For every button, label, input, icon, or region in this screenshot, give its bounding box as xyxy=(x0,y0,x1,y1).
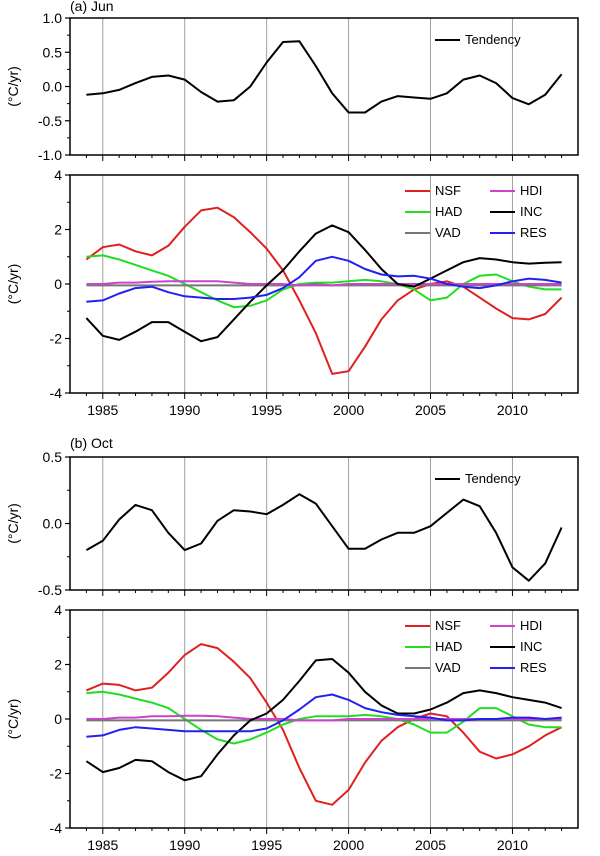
y-tick-label: 4 xyxy=(54,602,62,618)
y-axis-label: (°C/yr) xyxy=(5,503,21,544)
y-tick-label: -0.5 xyxy=(38,582,62,598)
legend-label: NSF xyxy=(435,618,461,633)
x-tick-label: 1990 xyxy=(169,402,200,418)
legend-label: VAD xyxy=(435,660,461,675)
panel-4: -4 -2 0 2 4 1985 1990 1995 2000 2005 2010 (°C/yr) NS… xyxy=(5,602,579,853)
panel-2: -4 -2 0 2 4 1985 1990 1995 2000 2005 2010 (°C/yr) NS… xyxy=(5,167,579,418)
x-tick-label: 1995 xyxy=(251,837,282,853)
x-tick-label: 1985 xyxy=(87,837,118,853)
panel-label: (a) Jun xyxy=(70,0,114,14)
series-line-inc xyxy=(85,224,562,343)
panel-label: (b) Oct xyxy=(70,435,113,451)
series-line-tendency xyxy=(85,493,563,582)
series-line-nsf xyxy=(86,643,563,806)
y-axis-label: (°C/yr) xyxy=(5,699,21,740)
y-tick-label: -4 xyxy=(50,385,63,401)
series-line-res xyxy=(86,255,562,303)
legend: NSF HDI HAD INC VAD RES xyxy=(405,618,547,675)
series-line-nsf xyxy=(85,206,563,375)
x-tick-label: 2005 xyxy=(415,402,446,418)
legend-label: VAD xyxy=(435,225,461,240)
legend-label: Tendency xyxy=(465,471,521,486)
legend-label: HAD xyxy=(435,639,462,654)
x-tick-label: 2005 xyxy=(415,837,446,853)
y-tick-label: -0.5 xyxy=(38,113,62,129)
y-tick-label: -1.0 xyxy=(38,147,62,163)
series-line-had xyxy=(86,254,562,309)
y-tick-label: 1.0 xyxy=(43,10,63,26)
y-tick-label: 0.5 xyxy=(43,449,63,465)
series-line-had xyxy=(86,690,562,745)
x-tick-label: 2010 xyxy=(497,837,528,853)
legend-label: RES xyxy=(520,660,547,675)
x-tick-label: 2000 xyxy=(333,402,364,418)
x-tick-label: 2000 xyxy=(333,837,364,853)
legend-label: INC xyxy=(520,639,542,654)
legend: Tendency xyxy=(435,32,521,47)
series-line-inc xyxy=(85,658,562,782)
legend: NSF HDI HAD INC VAD RES xyxy=(405,183,547,240)
y-tick-label: 0 xyxy=(54,711,62,727)
legend-label: HDI xyxy=(520,618,542,633)
y-tick-label: 0 xyxy=(54,276,62,292)
y-tick-label: 0.0 xyxy=(43,79,63,95)
x-tick-label: 2010 xyxy=(497,402,528,418)
panel-3: -0.5 0.0 0.5 (°C/yr) (b) Oct Tendency xyxy=(5,435,579,598)
legend-label: NSF xyxy=(435,183,461,198)
legend-label: HAD xyxy=(435,204,462,219)
x-tick-label: 1985 xyxy=(87,402,118,418)
y-tick-label: 0.0 xyxy=(43,516,63,532)
x-tick-label: 1990 xyxy=(169,837,200,853)
x-tick-label: 1995 xyxy=(251,402,282,418)
series-line-tendency xyxy=(86,40,563,114)
legend: Tendency xyxy=(435,471,521,486)
y-axis-label: (°C/yr) xyxy=(5,264,21,305)
y-tick-label: 0.5 xyxy=(43,44,63,60)
panel-1: -1.0 -0.5 0.0 0.5 1.0 (°C/yr) (a) Jun Tendency xyxy=(5,0,579,163)
legend-label: RES xyxy=(520,225,547,240)
legend-label: HDI xyxy=(520,183,542,198)
y-tick-label: -2 xyxy=(50,331,63,347)
y-tick-label: 4 xyxy=(54,167,62,183)
y-tick-label: -4 xyxy=(50,820,63,836)
y-tick-label: 2 xyxy=(54,657,62,673)
y-tick-label: -2 xyxy=(50,766,63,782)
series-line-hdi xyxy=(86,280,562,287)
y-axis-label: (°C/yr) xyxy=(5,66,21,107)
series-line-res xyxy=(86,693,562,738)
legend-label: INC xyxy=(520,204,542,219)
legend-label: Tendency xyxy=(465,32,521,47)
y-tick-label: 2 xyxy=(54,222,62,238)
